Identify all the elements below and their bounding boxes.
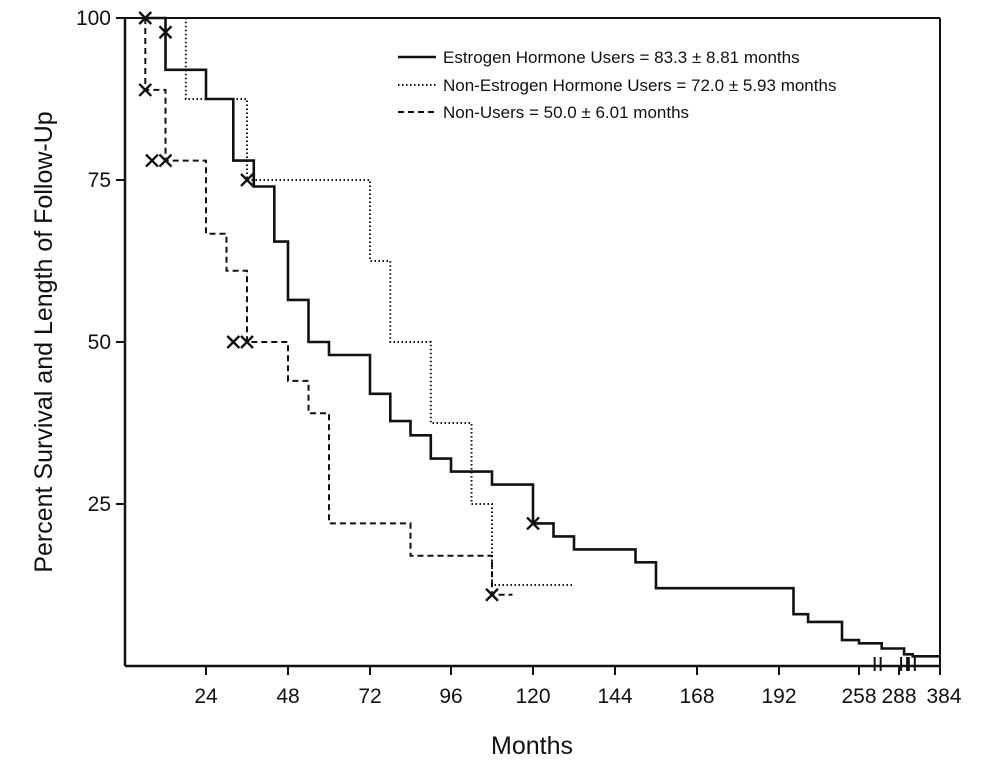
x-tick-label-72: 72 bbox=[358, 685, 381, 708]
censor-mark-dashed-2 bbox=[158, 153, 173, 168]
x-tick-label-288: 288 bbox=[881, 685, 916, 708]
censor-mark-dashed-3 bbox=[226, 335, 241, 349]
censor-mark-solid-0 bbox=[138, 11, 153, 25]
x-tick-label-258: 258 bbox=[841, 685, 876, 708]
y-tick-label-100: 100 bbox=[76, 7, 111, 30]
y-tick-label-50: 50 bbox=[88, 331, 111, 354]
x-axis-break-marks bbox=[873, 657, 916, 671]
series-layer bbox=[144, 16, 940, 658]
y-axis-ticks: 25 50 75 100 bbox=[76, 7, 125, 516]
legend: Estrogen Hormone Users = 83.3 ± 8.81 mon… bbox=[398, 48, 836, 122]
x-tick-label-96: 96 bbox=[439, 685, 462, 708]
censor-mark-solid-2 bbox=[240, 173, 254, 187]
x-axis-title: Months bbox=[491, 732, 573, 760]
y-axis-title: Percent Survival and Length of Follow-Up bbox=[30, 111, 58, 572]
censor-mark-solid-1 bbox=[158, 25, 173, 40]
x-tick-label-384: 384 bbox=[926, 685, 961, 708]
censor-mark-dashed-4 bbox=[240, 335, 254, 349]
x-tick-label-120: 120 bbox=[515, 685, 550, 708]
censor-mark-dashed-1 bbox=[145, 153, 159, 168]
x-tick-label-168: 168 bbox=[679, 685, 714, 708]
x-tick-label-24: 24 bbox=[194, 685, 218, 708]
censor-mark-dashed-5 bbox=[485, 587, 499, 602]
censor-mark-solid-3 bbox=[526, 516, 540, 531]
x-tick-label-192: 192 bbox=[761, 685, 796, 708]
y-tick-label-25: 25 bbox=[88, 493, 111, 516]
legend-label-non-users: Non-Users = 50.0 ± 6.01 months bbox=[443, 103, 689, 122]
censor-marks-layer bbox=[138, 11, 540, 602]
x-tick-label-48: 48 bbox=[276, 685, 299, 708]
legend-label-estrogen-users: Estrogen Hormone Users = 83.3 ± 8.81 mon… bbox=[443, 48, 800, 67]
legend-label-non-estrogen-users: Non-Estrogen Hormone Users = 72.0 ± 5.93… bbox=[443, 76, 836, 95]
censor-mark-dashed-0 bbox=[138, 83, 153, 97]
x-axis-ticks: 24 48 72 96 120 144 168 192 258 288 384 bbox=[194, 666, 962, 708]
x-tick-label-144: 144 bbox=[597, 685, 632, 708]
series-line-dashed bbox=[144, 18, 513, 596]
series-line-dotted bbox=[165, 17, 574, 586]
y-tick-label-75: 75 bbox=[88, 169, 111, 192]
series-line-solid bbox=[145, 16, 940, 658]
